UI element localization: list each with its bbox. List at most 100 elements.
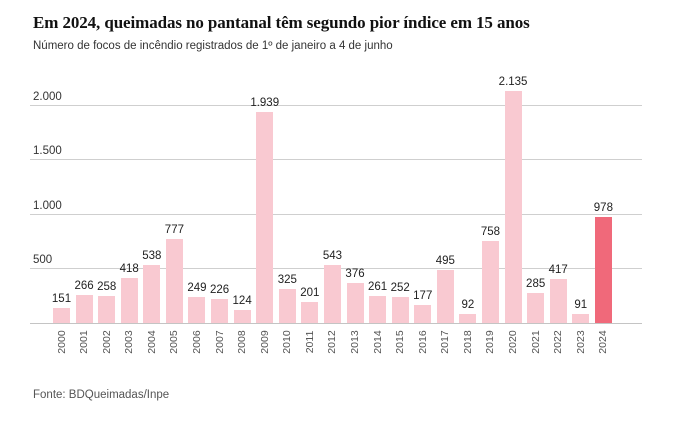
- bar: [369, 295, 387, 324]
- bar: [278, 288, 296, 324]
- bar-column: 777 2005: [164, 84, 184, 353]
- bar-value-label: 538: [142, 250, 162, 263]
- bar-column: 495 2017: [436, 84, 455, 354]
- bar-value-label: 249: [187, 281, 207, 294]
- bar: [459, 313, 477, 324]
- source-note: Fonte: BDQueimadas/Inpe: [33, 389, 170, 401]
- bar: [527, 292, 545, 324]
- bars-container: 151 2000 266 2001 258 2002 418 2003 538 2004 777 20…: [51, 76, 613, 354]
- bar-value-label: 92: [461, 298, 475, 311]
- x-tick-label: 2012: [326, 330, 339, 354]
- bar-column: 151 2000: [51, 84, 72, 354]
- bar-column: 325 2010: [277, 84, 297, 354]
- bar: [504, 91, 522, 324]
- bar: [233, 310, 251, 324]
- x-tick-label: 2007: [213, 330, 226, 354]
- x-tick-label: 2008: [236, 330, 249, 354]
- bar-value-label: 151: [51, 292, 72, 305]
- bar-column: 92 2018: [459, 84, 477, 354]
- gridline: [30, 213, 642, 215]
- bar: [481, 241, 499, 324]
- bar: [165, 239, 183, 324]
- y-tick-label: 500: [33, 254, 53, 267]
- x-tick-label: 2010: [281, 330, 294, 354]
- bar-value-label: 91: [574, 299, 588, 312]
- gridline: [30, 104, 642, 106]
- bar: [143, 265, 161, 324]
- bar: [53, 307, 70, 324]
- bar: [211, 299, 229, 324]
- x-tick-label: 2011: [303, 330, 316, 354]
- bar-value-label: 543: [322, 249, 343, 262]
- bar-value-label: 376: [345, 267, 365, 280]
- bar-value-label: 177: [413, 289, 433, 302]
- gridline: [30, 159, 642, 161]
- bar-column: 285 2021: [526, 84, 546, 354]
- bar-column: 376 2013: [345, 84, 365, 354]
- bar-value-label: 2.135: [498, 76, 528, 89]
- bar: [549, 278, 567, 324]
- x-tick-label: 2019: [484, 330, 497, 354]
- x-tick-label: 2020: [507, 330, 520, 354]
- x-tick-label: 2016: [416, 330, 429, 354]
- y-tick-label: 2.000: [33, 90, 62, 103]
- bar-value-label: 417: [548, 263, 568, 276]
- bar: [120, 278, 138, 324]
- x-tick-label: 2018: [461, 330, 474, 354]
- bar-value-label: 252: [390, 281, 410, 294]
- x-tick-label: 2013: [349, 330, 362, 354]
- bar-value-label: 124: [232, 295, 252, 308]
- x-tick-label: 2002: [100, 330, 113, 354]
- bar-column: 1.939 2009: [250, 84, 279, 353]
- bar-value-label: 325: [277, 273, 297, 286]
- bar: [98, 295, 116, 324]
- x-tick-label: 2000: [55, 330, 68, 354]
- x-axis-line: [30, 323, 642, 324]
- bar-column: 418 2003: [119, 84, 139, 353]
- x-tick-label: 2005: [168, 330, 181, 354]
- bar-column: 538 2004: [142, 84, 162, 353]
- x-tick-label: 2001: [78, 330, 91, 354]
- bar: [188, 296, 206, 324]
- bar-column: 2.135 2020: [499, 76, 528, 354]
- x-tick-label: 2024: [597, 330, 610, 354]
- bar-column: 226 2007: [209, 84, 230, 353]
- bar: [301, 302, 319, 324]
- bar: [436, 270, 454, 324]
- chart-title: Em 2024, queimadas no pantanal têm segun…: [33, 13, 530, 32]
- bar-value-label: 258: [97, 280, 117, 293]
- bar-column: 978 2024: [593, 84, 613, 353]
- y-tick-label: 1.000: [33, 199, 62, 212]
- bar-column: 249 2006: [187, 84, 207, 354]
- bar-column: 252 2015: [390, 84, 410, 354]
- bar-value-label: 1.939: [250, 97, 280, 110]
- x-tick-label: 2003: [123, 330, 136, 354]
- x-tick-label: 2014: [371, 330, 384, 354]
- bar: [75, 294, 93, 324]
- bar-value-label: 261: [368, 280, 388, 293]
- bar-column: 417 2022: [548, 84, 568, 354]
- chart-subtitle: Número de focos de incêndio registrados …: [33, 40, 393, 52]
- bar-column: 261 2014: [368, 84, 388, 354]
- bar: [346, 282, 364, 324]
- x-tick-label: 2023: [574, 330, 587, 354]
- bar-value-label: 777: [164, 224, 184, 237]
- bar-column: 124 2008: [232, 84, 252, 353]
- y-tick-label: 1.500: [33, 145, 62, 158]
- bar-column: 266 2001: [74, 84, 94, 354]
- x-tick-label: 2004: [145, 330, 158, 354]
- bar-value-label: 285: [526, 277, 546, 290]
- bar-value-label: 758: [480, 226, 501, 239]
- bar-chart-plot: 500 1.000 1.500 2.000 151 2000 266 2001 258 2002…: [30, 76, 642, 354]
- bar-value-label: 418: [119, 263, 139, 276]
- x-tick-label: 2021: [529, 330, 542, 354]
- x-tick-label: 2022: [552, 330, 565, 354]
- bar-value-label: 226: [209, 284, 230, 297]
- x-tick-label: 2017: [439, 330, 452, 354]
- bar-value-label: 978: [593, 202, 613, 215]
- bar-column: 91 2023: [572, 84, 590, 354]
- bar-column: 201 2011: [300, 84, 319, 353]
- bar-column: 758 2019: [480, 84, 501, 353]
- bar-column: 258 2002: [97, 84, 117, 354]
- bar-value-label: 266: [74, 279, 94, 292]
